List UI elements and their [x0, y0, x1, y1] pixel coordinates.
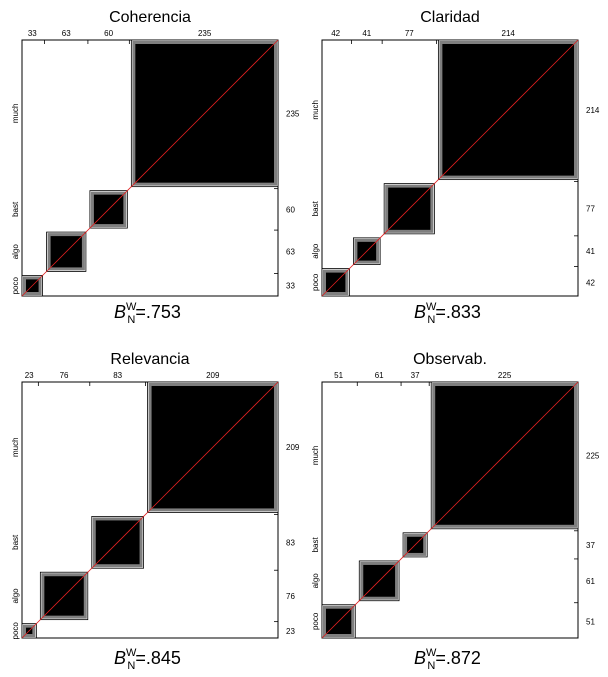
col-marginal-label: 225: [498, 371, 512, 380]
stat-value: .872: [446, 648, 481, 668]
col-marginal-label: 235: [198, 29, 212, 38]
category-label: poco: [11, 276, 20, 294]
col-marginal-label: 209: [206, 371, 220, 380]
diagonal-line: [321, 381, 579, 639]
col-marginal-label: 41: [362, 29, 371, 38]
category-label: poco: [311, 273, 320, 291]
stat-superscript: W: [126, 301, 137, 313]
stat-value: .753: [146, 302, 181, 322]
agreement-statistic: BW N=.872: [414, 647, 481, 672]
row-marginal-label: 51: [586, 617, 595, 626]
panel-title: Coherencia: [109, 9, 191, 26]
stat-symbol: B: [114, 648, 126, 668]
col-marginal-label: 61: [375, 371, 384, 380]
col-marginal-label: 42: [331, 29, 340, 38]
row-marginal-label: 37: [586, 541, 595, 550]
panel-title: Observab.: [413, 351, 487, 368]
category-label: algo: [11, 588, 20, 604]
stat-subscript: N: [427, 314, 435, 326]
diagonal-line: [21, 381, 279, 639]
agreement-panel: Claridad 42 41 77 214 42 41 77 214 poco algo bast mu…: [311, 9, 600, 326]
stat-equals: =: [435, 302, 446, 322]
stat-symbol: B: [414, 648, 426, 668]
agreement-statistic: BW N=.833: [414, 301, 481, 326]
category-label: poco: [11, 622, 20, 640]
diagonal-line: [21, 39, 279, 297]
stat-value: .833: [446, 302, 481, 322]
panel-title: Claridad: [420, 9, 480, 26]
col-marginal-label: 37: [411, 371, 420, 380]
agreement-statistic: BW N=.753: [114, 301, 181, 326]
category-label: algo: [311, 243, 320, 259]
stat-subscript: N: [127, 314, 135, 326]
row-marginal-label: 60: [286, 205, 295, 214]
stat-subscript: N: [127, 660, 135, 672]
row-marginal-label: 23: [286, 627, 295, 636]
category-label: poco: [311, 612, 320, 630]
agreement-panel: Coherencia 33 63 60 235 33 63 60 235 poco algo bast…: [11, 9, 300, 326]
stat-superscript: W: [426, 301, 437, 313]
row-marginal-label: 63: [286, 248, 295, 257]
diagonal-line: [321, 39, 579, 297]
col-marginal-label: 77: [405, 29, 414, 38]
stat-subscript: N: [427, 660, 435, 672]
stat-superscript: W: [126, 647, 137, 659]
stat-equals: =: [135, 302, 146, 322]
stat-equals: =: [135, 648, 146, 668]
col-marginal-label: 33: [28, 29, 37, 38]
col-marginal-label: 60: [104, 29, 113, 38]
row-marginal-label: 214: [586, 106, 600, 115]
row-marginal-label: 33: [286, 282, 295, 291]
row-marginal-label: 83: [286, 538, 295, 547]
agreement-panel: Observab. 51 61 37 225 51 61 37 225 poco algo bast m…: [311, 351, 600, 672]
row-marginal-label: 235: [286, 109, 300, 118]
stat-equals: =: [435, 648, 446, 668]
col-marginal-label: 214: [502, 29, 516, 38]
category-label: much: [311, 100, 320, 120]
category-label: much: [311, 446, 320, 466]
row-marginal-label: 209: [286, 443, 300, 452]
col-marginal-label: 23: [25, 371, 34, 380]
col-marginal-label: 51: [334, 371, 343, 380]
row-marginal-label: 41: [586, 247, 595, 256]
agreement-statistic: BW N=.845: [114, 647, 181, 672]
category-label: bast: [11, 534, 20, 550]
category-label: algo: [11, 244, 20, 260]
agreement-panel: Relevancia 23 76 83 209 23 76 83 209 poco algo bast…: [11, 351, 300, 672]
category-label: bast: [11, 201, 20, 217]
category-label: algo: [311, 573, 320, 589]
category-label: much: [11, 104, 20, 124]
row-marginal-label: 61: [586, 577, 595, 586]
stat-value: .845: [146, 648, 181, 668]
panel-title: Relevancia: [110, 351, 189, 368]
category-label: bast: [311, 200, 320, 216]
col-marginal-label: 83: [113, 371, 122, 380]
category-label: much: [11, 437, 20, 457]
row-marginal-label: 42: [586, 278, 595, 287]
row-marginal-label: 76: [286, 592, 295, 601]
category-label: bast: [311, 537, 320, 553]
row-marginal-label: 225: [586, 451, 600, 460]
stat-symbol: B: [114, 302, 126, 322]
col-marginal-label: 63: [62, 29, 71, 38]
stat-superscript: W: [426, 647, 437, 659]
stat-symbol: B: [414, 302, 426, 322]
col-marginal-label: 76: [60, 371, 69, 380]
row-marginal-label: 77: [586, 205, 595, 214]
